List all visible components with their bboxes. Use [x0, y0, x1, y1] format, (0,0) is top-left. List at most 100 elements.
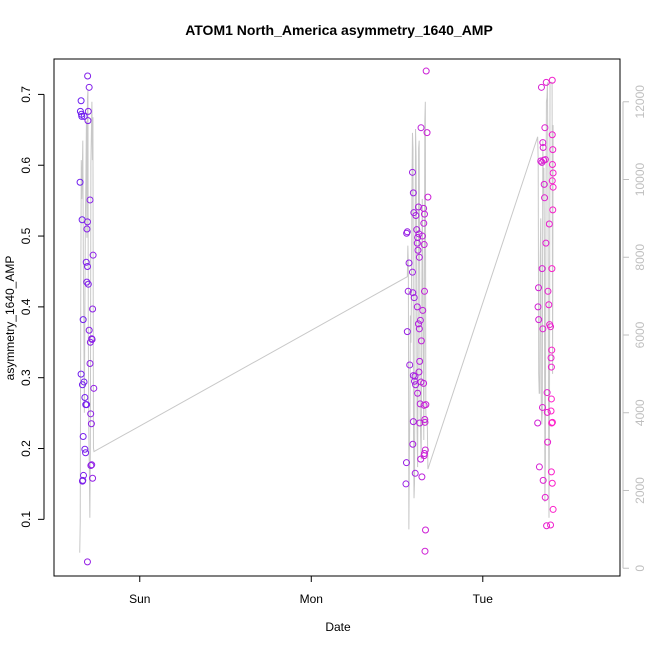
y2-tick-label: 2000 — [633, 477, 647, 504]
data-point — [421, 415, 429, 423]
y2-tick-label: 8000 — [633, 244, 647, 271]
data-point — [548, 479, 556, 487]
data-point — [82, 258, 90, 266]
y-axis-right: 0 2000 4000 6000 8000 10000 12000 — [622, 85, 647, 572]
data-point — [416, 357, 424, 365]
y-tick-label: 0.1 — [19, 511, 33, 528]
data-point — [417, 337, 425, 345]
data-point — [414, 246, 422, 254]
data-point — [411, 372, 419, 380]
y-tick-label: 0.4 — [19, 298, 33, 315]
data-point — [87, 462, 95, 470]
y2-tick-label: 4000 — [633, 399, 647, 426]
data-point — [535, 316, 543, 324]
data-point — [539, 144, 547, 152]
data-point — [547, 354, 555, 362]
x-axis-label: Date — [325, 620, 351, 634]
data-point — [544, 438, 552, 446]
data-point — [547, 407, 555, 415]
data-point — [409, 440, 417, 448]
data-point — [544, 287, 552, 295]
y-tick-label: 0.7 — [19, 86, 33, 103]
data-point — [408, 168, 416, 176]
data-point — [422, 67, 430, 75]
data-point — [542, 239, 550, 247]
data-point — [84, 280, 92, 288]
data-point — [539, 325, 547, 333]
data-point — [409, 418, 417, 426]
data-point — [421, 418, 429, 426]
data-point — [541, 156, 549, 164]
data-point — [402, 459, 410, 467]
data-point — [538, 403, 546, 411]
x-tick-label: Sun — [129, 592, 150, 606]
data-point — [543, 408, 551, 416]
data-point — [415, 368, 423, 376]
data-point — [418, 473, 426, 481]
data-point — [548, 161, 556, 169]
data-point — [418, 232, 426, 240]
y-axis-left: 0.1 0.2 0.3 0.4 0.5 0.6 0.7 — [19, 86, 45, 528]
data-point — [415, 230, 423, 238]
data-point — [549, 146, 557, 154]
data-point — [543, 389, 551, 397]
data-point — [415, 325, 423, 333]
data-point — [420, 452, 428, 460]
data-point — [539, 139, 547, 147]
data-point — [411, 377, 419, 385]
data-point — [84, 72, 92, 80]
data-point — [534, 419, 542, 427]
data-point — [542, 78, 550, 86]
data-point — [84, 117, 92, 125]
data-point — [88, 335, 96, 343]
data-point — [539, 476, 547, 484]
x-axis: Sun Mon Tue — [129, 575, 493, 606]
data-point — [420, 219, 428, 227]
data-point — [424, 193, 432, 201]
data-point — [541, 194, 549, 202]
data-point — [82, 449, 90, 457]
data-point — [81, 445, 89, 453]
data-point — [420, 379, 428, 387]
data-point — [83, 263, 91, 271]
data-point — [543, 522, 551, 530]
data-point — [414, 389, 422, 397]
data-point — [404, 287, 412, 295]
plot-frame — [53, 58, 621, 577]
data-point — [414, 320, 422, 328]
data-point — [535, 463, 543, 471]
data-point — [415, 253, 423, 261]
sessions-line-layer — [79, 81, 554, 553]
y2-tick-label: 12000 — [633, 85, 647, 119]
data-point — [541, 124, 549, 132]
chart-title: ATOM1 North_America asymmetry_1640_AMP — [185, 22, 493, 38]
data-point — [79, 476, 87, 484]
data-point — [412, 381, 420, 389]
y-axis-label: asymmetry_1640_AMP — [3, 256, 17, 381]
data-point — [86, 196, 94, 204]
data-point — [83, 225, 91, 233]
data-point — [545, 301, 553, 309]
data-point — [89, 305, 97, 313]
data-point — [549, 505, 557, 513]
data-point — [547, 363, 555, 371]
data-point — [548, 76, 556, 84]
data-point — [417, 124, 425, 132]
data-point — [413, 303, 421, 311]
data-point — [84, 107, 92, 115]
data-point — [80, 112, 88, 120]
data-point — [541, 493, 549, 501]
data-point — [87, 420, 95, 428]
data-point — [419, 306, 427, 314]
data-point — [87, 410, 95, 418]
data-point — [549, 206, 557, 214]
y-tick-label: 0.6 — [19, 157, 33, 174]
data-point — [76, 178, 84, 186]
data-point — [548, 419, 556, 427]
data-point — [89, 251, 97, 259]
data-point — [540, 180, 548, 188]
y-tick-label: 0.2 — [19, 440, 33, 457]
data-point — [537, 157, 545, 165]
data-point — [83, 401, 91, 409]
